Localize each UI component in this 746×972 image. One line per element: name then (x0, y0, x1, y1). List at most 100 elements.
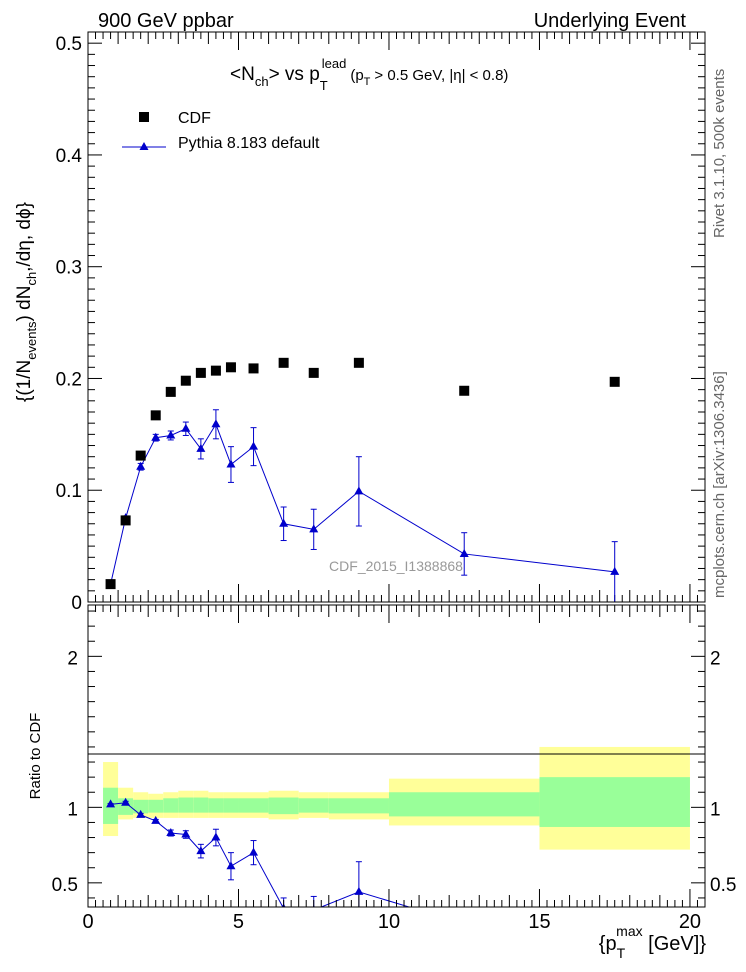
pythia-point (249, 441, 259, 450)
main-y-tick-label: 0.1 (56, 481, 82, 502)
ratio-point (181, 829, 191, 838)
pythia-point (181, 423, 191, 432)
cdf-point (120, 515, 131, 526)
pythia-point (151, 432, 161, 441)
ratio-point (136, 809, 146, 818)
pythia-point (136, 461, 146, 470)
cdf-point (609, 376, 620, 387)
cdf-point (135, 450, 146, 461)
cdf-point (225, 362, 236, 373)
main-y-tick-label: 0 (71, 593, 82, 614)
ratio-point (460, 919, 469, 927)
legend-pythia-marker (139, 142, 149, 150)
xlabel-rest: [GeV]} (643, 933, 707, 955)
ratio-y-tick-label-left: 2 (67, 648, 78, 669)
legend-cdf-label: CDF (178, 110, 211, 127)
main-y-label: {(1/Nevents) dNch,/dη, dϕ} (14, 202, 39, 402)
ratio-frame (87, 604, 706, 908)
ratio-band-inner (388, 792, 540, 817)
pythia-point (211, 419, 221, 428)
rivet-label: Rivet 3.1.10, 500k events (711, 69, 728, 238)
pythia-point (196, 443, 206, 452)
ratio-point (151, 815, 161, 824)
ratio-point (354, 886, 364, 895)
cdf-point (150, 410, 161, 421)
cdf-point (105, 579, 116, 590)
main-y-tick-label: 0.3 (56, 258, 82, 279)
cdf-point (210, 365, 221, 376)
x-tick-label: 0 (82, 911, 93, 933)
xlabel-T-sub: T (617, 945, 626, 961)
main-y-tick-label: 0.4 (56, 146, 83, 167)
ratio-y-tick-label-left: 0.5 (52, 875, 78, 896)
title-vs: > vs p (269, 64, 320, 85)
ratio-band-inner (208, 798, 224, 813)
cdf-point (278, 357, 289, 368)
pythia-point (166, 430, 176, 439)
legend-pythia-label: Pythia 8.183 default (178, 135, 320, 152)
ylabel-events-sub: events (24, 321, 39, 360)
mcplots-label: mcplots.cern.ch [arXiv:1306.3436] (711, 371, 728, 598)
cdf-point (180, 375, 191, 386)
ratio-band-inner (133, 799, 149, 814)
ratio-band-inner (238, 798, 269, 813)
ratio-y-tick-labels: 0.5 0.5 1 1 2 2 (52, 648, 737, 896)
cdf-point (165, 386, 176, 397)
ratio-y-tick-label-right: 0.5 (710, 875, 736, 896)
pythia-point (610, 566, 620, 575)
x-tick-label: 10 (378, 911, 400, 933)
ratio-point (196, 846, 206, 855)
ratio-panel: 0.5 0.5 1 1 2 2 0 5 10 15 20 Ratio to CDF {pTmax … (27, 604, 737, 961)
cdf-point (353, 357, 364, 368)
x-tick-label: 15 (528, 911, 550, 933)
title-cut-open: (p (350, 67, 363, 84)
ratio-point (166, 828, 176, 837)
cdf-point (308, 367, 319, 378)
ratio-band-inner (223, 798, 239, 813)
ratio-data (106, 797, 469, 927)
main-data (105, 357, 620, 602)
ylabel-ch-sub: ch (24, 272, 39, 286)
ratio-axis-ticks (87, 605, 706, 907)
ylabel-c: ,/dη, dϕ} (14, 202, 35, 272)
ratio-y-tick-label-right: 2 (710, 648, 721, 669)
title-lead-sup: lead (322, 56, 347, 71)
x-tick-label: 5 (233, 911, 244, 933)
ratio-point (106, 799, 116, 808)
ratio-bands (103, 746, 690, 850)
main-y-tick-label: 0.5 (56, 34, 82, 55)
ratio-band-inner (148, 799, 164, 813)
x-axis-label: {pTmax [GeV]} (599, 923, 707, 961)
ratio-band-inner (268, 797, 299, 815)
title-cut-T-sub: T (364, 76, 371, 88)
legend: CDF Pythia 8.183 default (122, 110, 320, 152)
main-y-tick-labels: 0 0.1 0.2 0.3 0.4 0.5 (56, 34, 83, 614)
pythia-point (309, 524, 319, 533)
ylabel-a: {(1/N (14, 360, 35, 402)
pythia-point (226, 459, 236, 468)
main-panel: 0 0.1 0.2 0.3 0.4 0.5 <Nch> vs pTlead(pT > 0.5… (14, 31, 706, 614)
cdf-point (195, 367, 206, 378)
main-frame (87, 31, 706, 603)
ratio-y-label: Ratio to CDF (27, 713, 44, 800)
main-y-tick-label: 0.2 (56, 369, 82, 390)
main-axis-ticks (87, 31, 706, 603)
x-tick-label: 20 (679, 911, 701, 933)
xlabel-open: {p (599, 933, 617, 955)
pythia-point (354, 486, 364, 495)
header-left: 900 GeV ppbar (98, 10, 234, 32)
ratio-y-tick-label-right: 1 (710, 799, 721, 820)
ratio-point (226, 861, 236, 870)
main-title: <Nch> vs pTlead(pT > 0.5 GeV, |η| < 0.8) (230, 56, 508, 93)
title-ch-sub: ch (255, 74, 269, 89)
pythia-point (279, 518, 289, 527)
title-T-sub: T (320, 78, 328, 93)
cdf-point (459, 385, 470, 396)
ylabel-b: ) dN (14, 286, 35, 322)
legend-cdf-marker (139, 112, 149, 122)
ratio-band-inner (178, 797, 194, 813)
ratio-point (211, 832, 221, 841)
ratio-y-tick-label-left: 1 (67, 799, 78, 820)
ratio-band-inner (539, 777, 690, 827)
